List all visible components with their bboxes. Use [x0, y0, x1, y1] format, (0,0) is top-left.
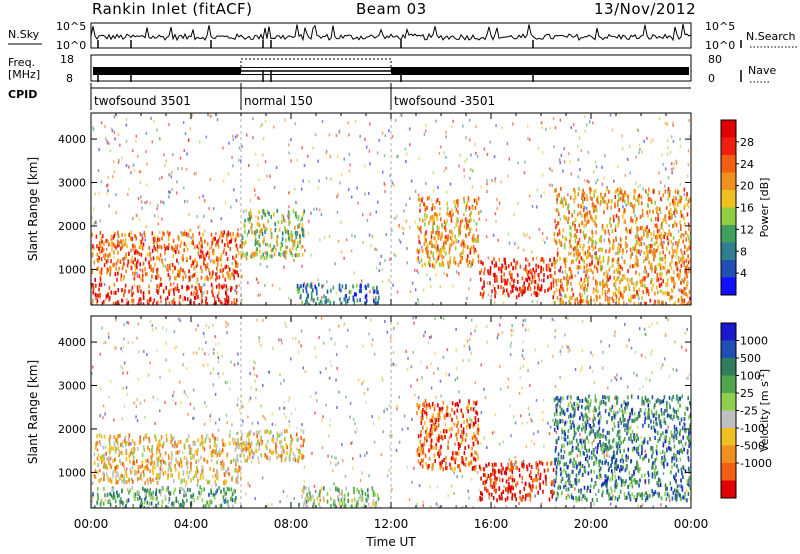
scatter-region: [298, 485, 380, 508]
x-tick-label: 20:00: [574, 517, 609, 531]
y-axis-label: Slant Range [km]: [26, 157, 40, 261]
colorbar-swatch: [721, 242, 736, 261]
x-tick-label: 16:00: [474, 517, 509, 531]
colorbar-swatch: [721, 428, 736, 446]
noise-right-label: N.Search: [746, 30, 796, 43]
scatter-region: [241, 429, 305, 463]
colorbar-tick-label: -500: [740, 440, 765, 453]
y-tick-label: 4000: [58, 336, 86, 349]
x-tick-label: 00:00: [74, 517, 109, 531]
colorbar-swatch: [721, 323, 736, 341]
colorbar-tick-label: 20: [740, 180, 754, 193]
colorbar-label: Velocity [m s-1]: [757, 369, 771, 452]
freq-tick-low: 8: [66, 72, 73, 85]
colorbar-swatch: [721, 190, 736, 208]
nave-tick-high: 80: [708, 53, 722, 66]
colorbar-label: Power [dB]: [758, 178, 771, 238]
cpid-segment-label: normal 150: [244, 94, 313, 108]
noise-left-tick-high: 10^5: [56, 20, 86, 33]
colorbar-swatch: [721, 340, 736, 359]
scatter-region: [93, 433, 243, 485]
scatter-region: [416, 195, 480, 269]
freq-label-line1: Freq.: [8, 56, 35, 69]
scatter-region: [296, 282, 380, 305]
colorbar-tick-label: 25: [740, 387, 754, 400]
colorbar-swatch: [721, 445, 736, 464]
colorbar-tick-label: 100: [740, 370, 761, 383]
x-tick-label: 04:00: [174, 517, 209, 531]
station-title: Rankin Inlet (fitACF): [92, 0, 253, 18]
colorbar-swatch: [721, 277, 736, 296]
colorbar-swatch: [721, 207, 736, 226]
scatter-region: [553, 186, 691, 305]
y-tick-label: 3000: [58, 177, 86, 190]
x-tick-label: 08:00: [274, 517, 309, 531]
scatter-region: [91, 485, 237, 508]
colorbar-tick-label: 28: [740, 136, 754, 149]
frequency-trace: [93, 58, 742, 82]
scatter-region: [479, 256, 556, 300]
velocity-colorbar: 1000 500 100 25 -25 -100 -500 -1000 Velocity [m …: [720, 322, 772, 499]
y-tick-label: 1000: [58, 263, 86, 276]
colorbar-swatch: [721, 480, 736, 499]
cpid-label: CPID: [8, 88, 37, 101]
beam-title: Beam 03: [356, 0, 427, 18]
colorbar-swatch: [721, 358, 736, 376]
x-tick-label: 12:00: [374, 517, 409, 531]
nave-label: Nave: [748, 64, 776, 77]
noise-right-tick-low: 10^0: [705, 39, 735, 52]
colorbar-swatch: [721, 137, 736, 156]
colorbar-tick-label: -100: [740, 422, 765, 435]
colorbar-tick-label: 16: [740, 202, 754, 215]
y-axis-label: Slant Range [km]: [26, 360, 40, 464]
colorbar-tick-label: 500: [740, 352, 761, 365]
frequency-panel: Freq. [MHz] 18 8 80 0 Nave: [8, 53, 776, 85]
colorbar-tick-label: 8: [740, 245, 747, 258]
colorbar-swatch: [721, 172, 736, 191]
colorbar-swatch: [721, 260, 736, 278]
noise-sky-trace: [90, 24, 742, 48]
colorbar-tick-label: -1000: [740, 457, 772, 470]
colorbar-swatch: [721, 393, 736, 411]
freq-tick-high: 18: [60, 53, 74, 66]
power-colorbar: 4 8 12 16 20 24 28 Power [dB]: [720, 119, 771, 296]
x-tick-label: 00:00: [674, 517, 709, 531]
scatter-region: [416, 399, 480, 472]
noise-left-tick-low: 10^0: [56, 39, 86, 52]
scatter-region: [91, 230, 243, 282]
x-axis-label: Time UT: [365, 535, 416, 549]
velocity-panel: 1000 2000 3000 4000 Slant Range [km]: [26, 315, 692, 509]
time-axis: 00:00 04:00 08:00 12:00 16:00 20:00 00:00 Time …: [74, 517, 709, 549]
date-title: 13/Nov/2012: [594, 0, 697, 18]
colorbar-tick-label: 12: [740, 223, 754, 236]
colorbar-tick-label: 24: [740, 158, 754, 171]
noise-right-tick-high: 10^5: [705, 20, 735, 33]
cpid-segment-label: twofsound -3501: [394, 94, 495, 108]
y-tick-label: 2000: [58, 423, 86, 436]
y-tick-label: 2000: [58, 220, 86, 233]
noise-panel: N.Sky 10^5 10^0 10^5 10^0 N.Search: [8, 20, 798, 52]
colorbar-tick-label: 4: [740, 267, 747, 280]
cpid-segment-label: twofsound 3501: [94, 94, 191, 108]
colorbar-tick-label: 1000: [740, 335, 768, 348]
colorbar-swatch: [721, 120, 736, 138]
y-tick-label: 4000: [58, 133, 86, 146]
noise-left-label: N.Sky: [8, 28, 40, 41]
nave-tick-low: 0: [708, 72, 715, 85]
scatter-region: [241, 208, 305, 261]
colorbar-tick-label: -25: [740, 405, 758, 418]
power-panel: 1000 2000 3000 4000 Slant Range [km]: [26, 112, 692, 306]
colorbar-swatch: [721, 375, 736, 394]
colorbar-swatch: [721, 463, 736, 481]
freq-label-line2: [MHz]: [8, 68, 40, 81]
y-tick-label: 1000: [58, 466, 86, 479]
y-tick-label: 3000: [58, 380, 86, 393]
colorbar-swatch: [721, 155, 736, 173]
cpid-panel: CPID twofsound 3501 normal 150 twofsound -…: [8, 83, 691, 110]
scatter-region: [553, 394, 691, 503]
scatter-region: [478, 460, 555, 503]
colorbar-swatch: [721, 410, 736, 429]
colorbar-swatch: [721, 225, 736, 243]
